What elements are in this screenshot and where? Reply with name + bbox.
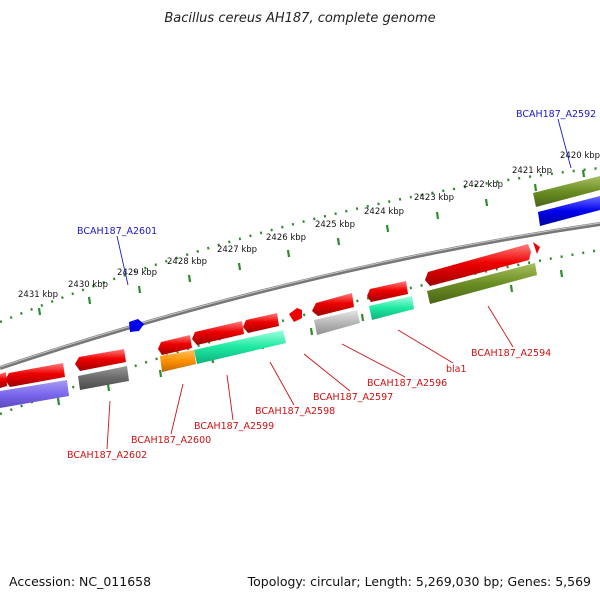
scale-label: 2423 kbp (414, 193, 454, 203)
scale-label: 2430 kbp (68, 280, 108, 290)
gene-feature[interactable] (158, 335, 192, 355)
scale-labels: 2420 kbp 2421 kbp 2422 kbp 2423 kbp 2424… (18, 151, 600, 300)
gene-feature[interactable] (533, 176, 600, 207)
gene-feature[interactable] (314, 310, 360, 335)
gene-label-bcah187-a2601[interactable]: BCAH187_A2601 (77, 226, 157, 237)
gene-feature[interactable] (367, 281, 408, 302)
outer-tick-track (0, 166, 600, 324)
gene-feature[interactable] (289, 308, 302, 322)
gene-feature[interactable] (75, 349, 126, 371)
reverse-genes (0, 244, 537, 408)
genome-summary-text: Topology: circular; Length: 5,269,030 bp… (247, 574, 591, 589)
gene-feature[interactable] (5, 363, 65, 387)
gene-label-bcah187-a2599[interactable]: BCAH187_A2599 (194, 421, 274, 432)
accession-text: Accession: NC_011658 (9, 574, 151, 589)
gene-feature[interactable] (0, 380, 69, 408)
gene-feature[interactable] (194, 330, 286, 364)
gene-feature[interactable] (369, 296, 414, 320)
gene-label-bcah187-a2592[interactable]: BCAH187_A2592 (516, 109, 596, 120)
scale-label: 2431 kbp (18, 290, 58, 300)
gene-feature[interactable] (129, 319, 144, 332)
gene-label-bcah187-a2596[interactable]: BCAH187_A2596 (367, 378, 447, 389)
gene-feature[interactable] (0, 372, 7, 388)
gene-label-bla1[interactable]: bla1 (446, 364, 467, 375)
gene-feature[interactable] (160, 350, 196, 372)
gene-label-bcah187-a2602[interactable]: BCAH187_A2602 (67, 450, 147, 461)
scale-label: 2429 kbp (117, 268, 157, 278)
inner-major-ticks (56, 269, 564, 406)
gene-feature[interactable] (192, 321, 244, 345)
forward-genes (129, 176, 600, 332)
gene-feature[interactable] (312, 293, 354, 316)
scale-label: 2424 kbp (364, 207, 404, 217)
scale-label: 2428 kbp (167, 257, 207, 267)
scale-label: 2426 kbp (266, 233, 306, 243)
genome-backbone (0, 222, 600, 370)
gene-labels: BCAH187_A2592 BCAH187_A2601 BCAH187_A259… (67, 109, 596, 461)
scale-label: 2420 kbp (560, 151, 600, 161)
scale-label: 2427 kbp (217, 245, 257, 255)
gene-label-bcah187-a2598[interactable]: BCAH187_A2598 (255, 406, 335, 417)
genome-backbone-highlight (0, 222, 600, 368)
map-title: Bacillus cereus AH187, complete genome (164, 11, 435, 26)
scale-label: 2425 kbp (315, 220, 355, 230)
gene-feature[interactable] (243, 313, 279, 333)
gene-label-bcah187-a2600[interactable]: BCAH187_A2600 (131, 435, 211, 446)
gene-feature[interactable] (427, 263, 537, 304)
gene-label-bcah187-a2597[interactable]: BCAH187_A2597 (313, 392, 393, 403)
gene-feature[interactable] (533, 242, 540, 254)
gene-feature[interactable] (538, 196, 600, 226)
scale-label: 2422 kbp (463, 180, 503, 190)
label-leaders (106, 118, 572, 450)
gene-feature[interactable] (78, 366, 129, 390)
scale-label: 2421 kbp (512, 166, 552, 176)
gene-label-bcah187-a2594[interactable]: BCAH187_A2594 (471, 348, 551, 359)
gene-feature[interactable] (425, 244, 531, 286)
outer-major-ticks (37, 169, 586, 316)
